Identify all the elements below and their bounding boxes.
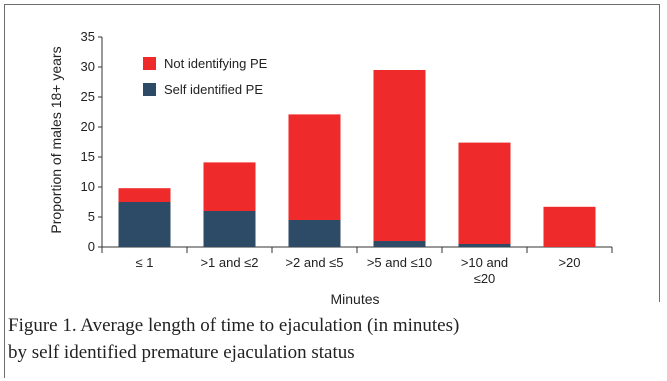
y-tick-label: 35 bbox=[81, 29, 95, 44]
x-category-label: ≤ 1 bbox=[136, 255, 154, 270]
y-tick-label: 30 bbox=[81, 59, 95, 74]
bar-segment-self-identified bbox=[203, 211, 256, 247]
bar-segment-not-identifying bbox=[373, 70, 426, 241]
x-category-label: >2 and ≤5 bbox=[285, 255, 343, 270]
legend-swatch bbox=[143, 57, 156, 70]
bars bbox=[118, 70, 596, 247]
y-tick-label: 25 bbox=[81, 89, 95, 104]
y-tick-label: 5 bbox=[88, 209, 95, 224]
y-axis-title: Proportion of males 18+ years bbox=[48, 46, 64, 233]
y-tick-label: 0 bbox=[88, 239, 95, 254]
legend-swatch bbox=[143, 83, 156, 96]
legend: Not identifying PE Self identified PE bbox=[143, 56, 268, 97]
x-category-label: >20 bbox=[558, 255, 580, 270]
bar-segment-not-identifying bbox=[118, 188, 171, 202]
figure-frame-right-edge bbox=[659, 4, 660, 302]
figure-frame bbox=[4, 4, 660, 378]
bar-segment-self-identified bbox=[458, 244, 511, 247]
stacked-bar-chart: 0 5 10 15 20 25 30 35 ≤ 1 >1 and ≤2 >2 and ≤5 >5 a… bbox=[48, 29, 613, 307]
y-tick-label: 20 bbox=[81, 119, 95, 134]
y-axis: 0 5 10 15 20 25 30 35 bbox=[81, 29, 103, 254]
bar-segment-not-identifying bbox=[543, 206, 596, 247]
figure-caption: Figure 1. Average length of time to ejac… bbox=[8, 312, 608, 366]
y-tick-label: 10 bbox=[81, 179, 95, 194]
bar-segment-not-identifying bbox=[458, 142, 511, 244]
bar-segment-not-identifying bbox=[203, 162, 256, 211]
bar-segment-self-identified bbox=[118, 202, 171, 247]
x-axis: ≤ 1 >1 and ≤2 >2 and ≤5 >5 and ≤10 >10 and ≤2… bbox=[101, 246, 613, 286]
y-tick-label: 15 bbox=[81, 149, 95, 164]
legend-label: Self identified PE bbox=[164, 82, 263, 97]
x-category-label: >5 and ≤10 bbox=[367, 255, 432, 270]
bar-segment-not-identifying bbox=[288, 114, 341, 220]
legend-label: Not identifying PE bbox=[164, 56, 268, 71]
x-category-label: >1 and ≤2 bbox=[200, 255, 258, 270]
caption-line-2: by self identified premature ejaculation… bbox=[8, 342, 355, 363]
bar-segment-self-identified bbox=[373, 241, 426, 247]
x-axis-title: Minutes bbox=[330, 291, 379, 307]
bar-segment-self-identified bbox=[288, 220, 341, 247]
x-category-label: >10 and ≤20 bbox=[461, 255, 508, 286]
caption-line-1: Figure 1. Average length of time to ejac… bbox=[8, 315, 460, 336]
